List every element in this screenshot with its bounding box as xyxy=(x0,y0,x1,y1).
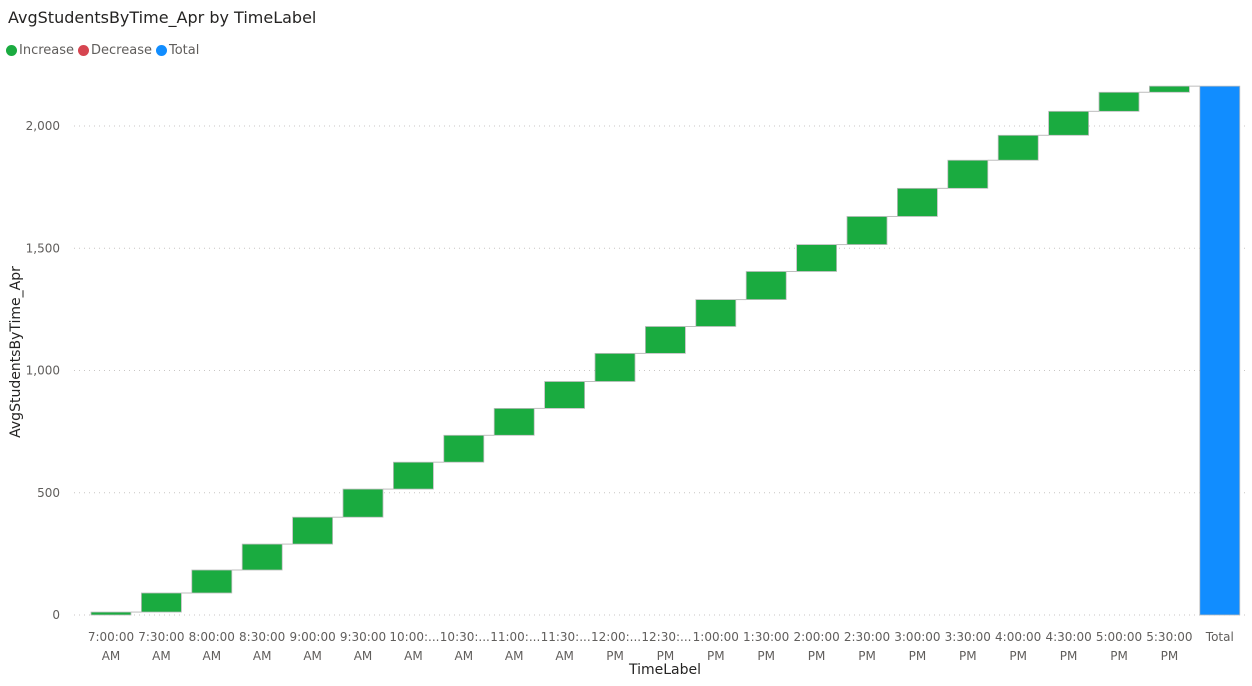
chart-title: AvgStudentsByTime_Apr by TimeLabel xyxy=(8,8,317,27)
y-tick-label: 1,000 xyxy=(26,364,60,378)
x-tick-label: 1:00:00 PM xyxy=(692,630,739,663)
x-tick-label: 3:00:00 PM xyxy=(894,630,941,663)
decrease-dot-icon xyxy=(78,45,90,56)
x-tick-label: 5:00:00 PM xyxy=(1095,630,1143,663)
bar-increase[interactable] xyxy=(1098,91,1140,112)
x-tick-label: 3:30:00 PM xyxy=(944,630,991,663)
legend-item-decrease[interactable]: Decrease xyxy=(78,43,152,58)
y-tick-label: 1,500 xyxy=(26,241,60,255)
increase-dot-icon xyxy=(6,45,17,56)
x-tick-label: 11:00:... AM xyxy=(490,630,541,663)
bar-increase[interactable] xyxy=(745,271,787,300)
x-tick-label: 4:30:00 PM xyxy=(1045,630,1092,663)
bar-increase[interactable] xyxy=(140,592,182,613)
bar-increase[interactable] xyxy=(897,187,938,217)
x-tick-label: 2:30:00 PM xyxy=(843,630,891,663)
legend-label: Increase xyxy=(19,43,75,58)
y-tick-label: 0 xyxy=(52,608,60,622)
bar-increase[interactable] xyxy=(493,407,535,436)
bar-increase[interactable] xyxy=(947,159,989,189)
bar-increase[interactable] xyxy=(645,326,686,354)
bar-increase[interactable] xyxy=(695,299,737,327)
y-tick-label: 500 xyxy=(37,486,60,500)
bar-total[interactable] xyxy=(1199,85,1241,616)
x-tick-label: 1:30:00 PM xyxy=(743,630,790,663)
x-tick-label: 9:30:00 AM xyxy=(339,630,387,663)
x-tick-label: 8:30:00 AM xyxy=(239,630,286,663)
bar-increase[interactable] xyxy=(796,244,837,272)
y-axis-ticks: 0 500 1,000 1,500 2,000 xyxy=(26,119,60,622)
bar-increase[interactable] xyxy=(191,569,233,594)
bar-increase[interactable] xyxy=(342,488,384,518)
x-tick-label: Total xyxy=(1205,630,1234,644)
x-axis-title: TimeLabel xyxy=(628,662,702,678)
x-tick-label: 8:00:00 AM xyxy=(188,630,235,663)
bar-increase[interactable] xyxy=(846,216,888,245)
x-tick-label: 4:00:00 PM xyxy=(995,630,1042,663)
x-tick-label: 12:30:... PM xyxy=(641,630,692,663)
bar-increase[interactable] xyxy=(241,543,283,571)
x-tick-label: 2:00:00 PM xyxy=(793,630,840,663)
x-tick-label: 12:00:... PM xyxy=(591,630,642,663)
x-tick-label: 10:30:... AM xyxy=(439,630,490,663)
bar-increase[interactable] xyxy=(1048,110,1089,136)
bar-increase[interactable] xyxy=(544,381,585,409)
x-tick-label: 9:00:00 AM xyxy=(289,630,336,663)
gridlines xyxy=(74,125,1248,616)
legend-label: Total xyxy=(168,43,200,58)
x-tick-label: 7:30:00 AM xyxy=(138,630,185,663)
legend-item-total[interactable]: Total xyxy=(155,43,200,58)
bar-increase[interactable] xyxy=(90,611,132,616)
bar-increase[interactable] xyxy=(594,352,636,382)
bar-increase[interactable] xyxy=(1149,85,1190,93)
bars xyxy=(90,85,1241,616)
legend-label: Decrease xyxy=(91,43,152,58)
bar-increase[interactable] xyxy=(392,461,434,490)
bar-increase[interactable] xyxy=(997,134,1039,161)
bar-increase[interactable] xyxy=(292,516,334,545)
x-tick-label: 5:30:00 PM xyxy=(1146,630,1193,663)
x-tick-label: 10:00:... AM xyxy=(389,630,440,663)
legend: Increase Decrease Total xyxy=(6,43,203,58)
legend-item-increase[interactable]: Increase xyxy=(6,43,74,58)
x-tick-label: 7:00:00 AM xyxy=(87,630,135,663)
bar-increase[interactable] xyxy=(443,434,485,463)
total-dot-icon xyxy=(155,45,167,56)
x-tick-label: 11:30:... AM xyxy=(540,630,591,663)
y-tick-label: 2,000 xyxy=(26,119,60,133)
